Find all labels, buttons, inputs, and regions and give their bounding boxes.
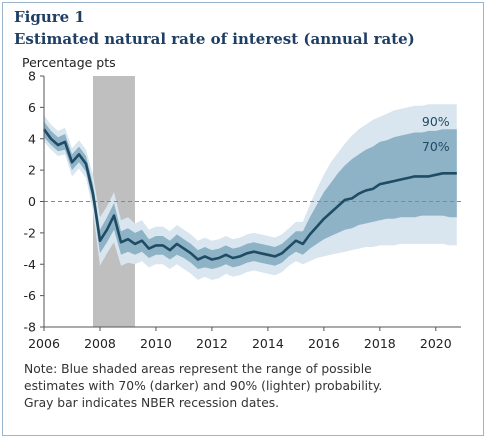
band-90 bbox=[44, 104, 457, 280]
band-70 bbox=[44, 121, 457, 269]
median-line bbox=[42, 128, 457, 261]
note-line-3: Gray bar indicates NBER recession dates. bbox=[24, 396, 280, 410]
x-tick-label: 2010 bbox=[140, 336, 172, 351]
y-axis-label: Percentage pts bbox=[22, 55, 116, 70]
note-line-2: estimates with 70% (darker) and 90% (lig… bbox=[24, 379, 383, 393]
y-tick-label: -6 bbox=[24, 288, 37, 303]
x-tick-label: 2008 bbox=[84, 336, 116, 351]
y-tick-label: 2 bbox=[28, 163, 36, 178]
note-line-1: Note: Blue shaded areas represent the ra… bbox=[24, 362, 372, 376]
x-tick-label: 2020 bbox=[420, 336, 452, 351]
x-tick-label: 2016 bbox=[308, 336, 340, 351]
x-tick-label: 2018 bbox=[364, 336, 396, 351]
figure-title: Estimated natural rate of interest (annu… bbox=[14, 30, 415, 48]
x-tick-label: 2006 bbox=[28, 336, 60, 351]
y-tick-label: -4 bbox=[24, 257, 37, 272]
y-tick-label: 6 bbox=[28, 100, 36, 115]
figure-note: Note: Blue shaded areas represent the ra… bbox=[24, 361, 470, 412]
y-tick-label: 0 bbox=[28, 194, 36, 209]
band-label-70: 70% bbox=[422, 139, 450, 154]
figure-label: Figure 1 bbox=[14, 8, 85, 26]
x-tick-label: 2014 bbox=[252, 336, 284, 351]
y-tick-label: -8 bbox=[24, 320, 37, 335]
y-tick-label: -2 bbox=[24, 225, 36, 240]
x-tick-label: 2012 bbox=[196, 336, 228, 351]
y-tick-label: 8 bbox=[28, 69, 36, 84]
y-tick-label: 4 bbox=[28, 131, 36, 146]
band-label-90: 90% bbox=[422, 114, 450, 129]
